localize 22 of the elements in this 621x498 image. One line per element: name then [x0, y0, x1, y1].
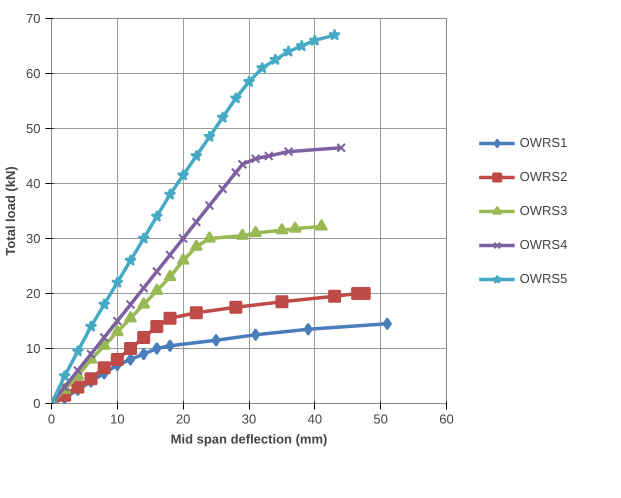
legend-label: OWRS4	[520, 237, 568, 252]
x-tick-label: 50	[373, 412, 388, 426]
y-tick-label: 70	[26, 11, 41, 26]
x-tick-label: 40	[308, 412, 322, 426]
x-tick-label: 30	[242, 412, 256, 426]
x-tick-label: 0	[48, 412, 56, 426]
x-tick-label: 20	[176, 412, 190, 426]
y-tick-label: 50	[26, 121, 41, 136]
y-tick-label: 10	[26, 341, 41, 356]
y-tick-label: 60	[26, 66, 41, 81]
legend-label: OWRS2	[520, 169, 568, 184]
y-axis-title: Total load (kN)	[3, 166, 18, 256]
x-axis-title: Mid span deflection (mm)	[170, 432, 328, 446]
x-tick-label: 10	[110, 412, 125, 426]
y-tick-label: 30	[26, 231, 41, 246]
y-tick-label: 20	[26, 286, 41, 301]
y-tick-label: 0	[33, 396, 41, 411]
legend-label: OWRS5	[520, 271, 568, 286]
x-tick-label: 60	[439, 412, 454, 426]
y-tick-label: 40	[26, 176, 41, 191]
legend-label: OWRS1	[520, 135, 568, 150]
legend-label: OWRS3	[520, 203, 568, 218]
